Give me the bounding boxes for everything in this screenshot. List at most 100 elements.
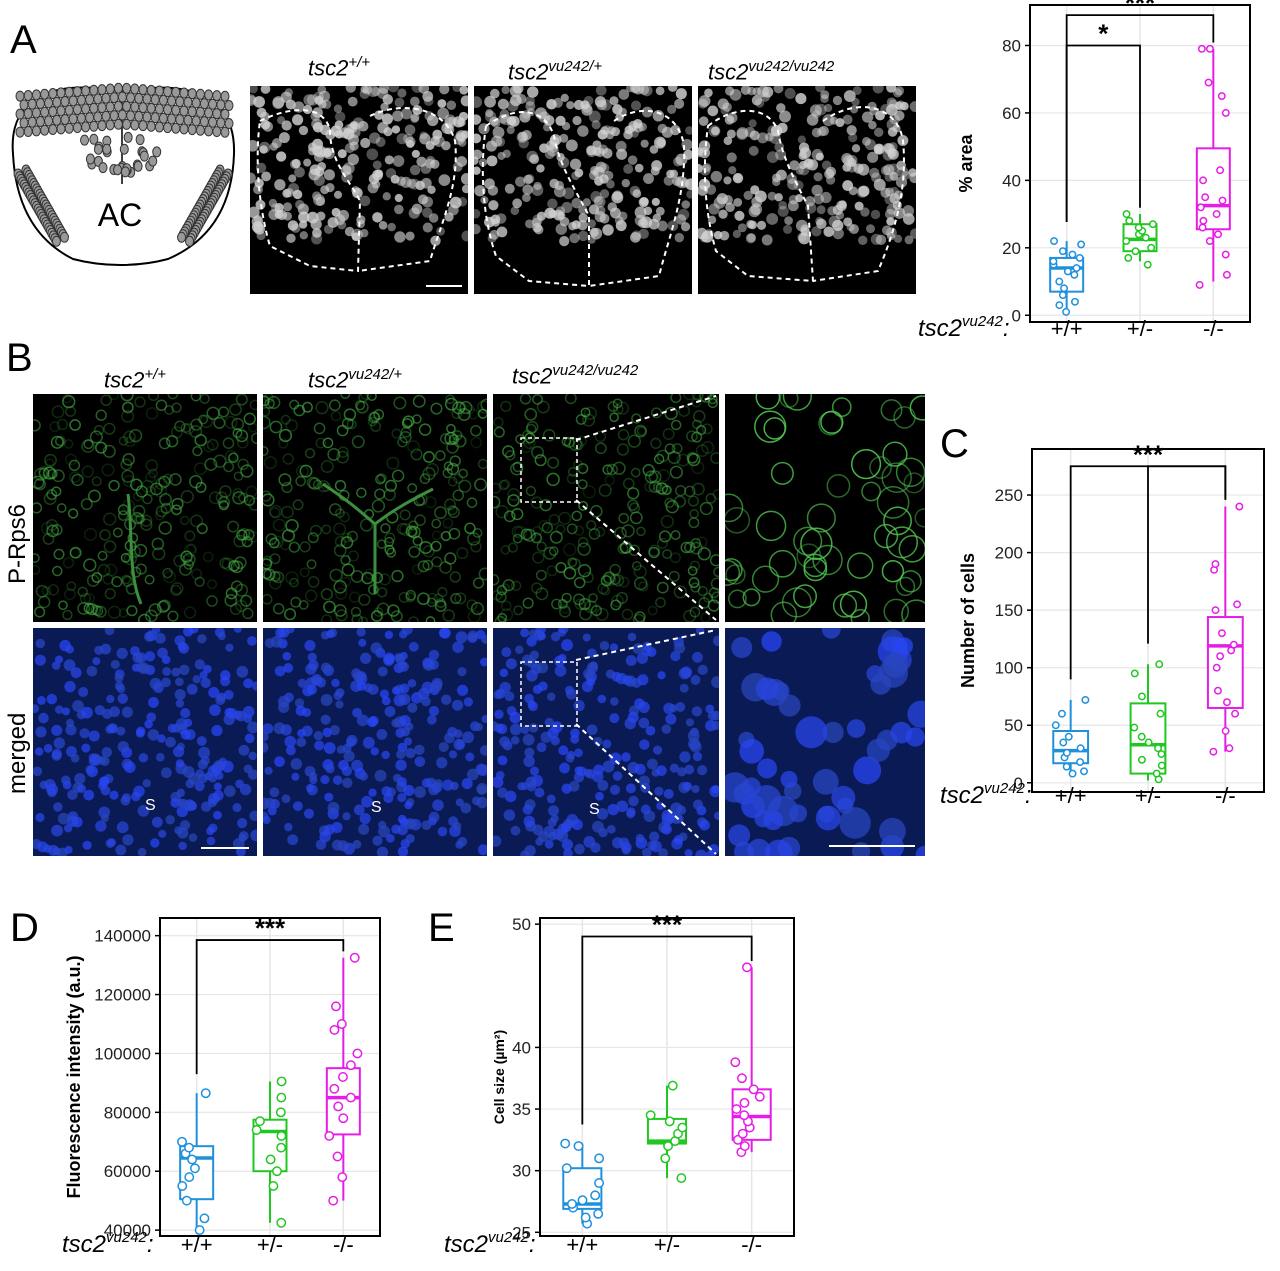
data-point xyxy=(1130,669,1139,678)
micrograph-a-wt xyxy=(250,86,468,294)
x-tick-label: +/- xyxy=(654,1232,680,1257)
b-genotype-het: tsc2vu242/+ xyxy=(308,366,403,393)
data-point xyxy=(663,1141,674,1151)
x-tick-label: +/+ xyxy=(1051,316,1083,341)
schematic-cell xyxy=(152,146,162,158)
data-point xyxy=(177,1136,187,1147)
data-point xyxy=(1076,744,1085,753)
data-point xyxy=(1205,44,1214,53)
schematic-cell xyxy=(113,118,123,130)
significance-label: * xyxy=(1098,18,1109,48)
data-point xyxy=(1068,769,1077,778)
schematic-ac-label: AC xyxy=(98,197,142,233)
panel-letter-c: C xyxy=(940,422,969,466)
y-tick-label: 80000 xyxy=(104,1103,151,1122)
zoom-connectors xyxy=(575,395,717,855)
y-tick-label: 60 xyxy=(1002,104,1021,123)
x-tick-label: -/- xyxy=(1203,316,1224,341)
data-point xyxy=(1068,250,1077,259)
data-point xyxy=(730,1057,741,1068)
data-point xyxy=(254,1116,265,1127)
significance-label: *** xyxy=(255,913,286,943)
data-point xyxy=(660,1153,671,1164)
data-point xyxy=(560,1138,571,1149)
data-point xyxy=(1205,237,1214,246)
schematic-cell xyxy=(146,120,156,132)
data-point xyxy=(645,1110,656,1121)
schematic-cell xyxy=(98,162,108,174)
micrograph-a-het xyxy=(474,86,692,294)
data-point xyxy=(336,1019,347,1029)
y-tick-label: 40 xyxy=(1002,171,1021,190)
data-point xyxy=(251,1125,262,1135)
panel-letter-b: B xyxy=(6,336,33,380)
data-point xyxy=(268,1180,279,1191)
data-point xyxy=(352,1048,363,1059)
x-tick-label: +/- xyxy=(257,1232,283,1257)
data-point xyxy=(731,1104,742,1114)
data-point xyxy=(739,1097,750,1108)
data-point xyxy=(1223,698,1231,707)
data-point xyxy=(276,1092,287,1103)
data-point xyxy=(265,1154,276,1165)
a-genotype-wt: tsc2+/+ xyxy=(308,54,371,81)
data-point xyxy=(1199,176,1208,185)
data-point xyxy=(1157,761,1166,770)
data-point xyxy=(1058,247,1067,256)
data-point xyxy=(1059,738,1068,747)
data-point xyxy=(1063,267,1072,276)
data-point xyxy=(1134,223,1143,232)
data-point xyxy=(1195,280,1204,289)
data-point xyxy=(664,1116,675,1127)
schematic-cell xyxy=(177,231,187,243)
schematic-cell xyxy=(48,124,58,136)
x-tick-label: +/- xyxy=(1127,316,1153,341)
significance-bracket xyxy=(581,935,753,1125)
y-tick-label: 35 xyxy=(512,1100,531,1119)
schematic-cells xyxy=(13,82,234,247)
schematic-cell xyxy=(122,118,132,130)
data-point xyxy=(328,1195,339,1206)
data-point xyxy=(187,1154,198,1165)
data-point xyxy=(1197,44,1206,53)
data-point xyxy=(1072,264,1081,272)
y-axis-label: % area xyxy=(956,133,976,192)
y-tick-label: 80 xyxy=(1002,36,1021,55)
schematic-cell xyxy=(15,126,25,138)
data-point xyxy=(1212,663,1221,672)
data-point xyxy=(1214,230,1223,239)
data-point xyxy=(739,1141,750,1151)
data-point xyxy=(1211,560,1220,569)
data-point xyxy=(1050,237,1058,246)
box xyxy=(1195,147,1231,231)
x-axis-genotype-label: tsc2vu242: xyxy=(918,313,1010,342)
data-point xyxy=(1218,196,1227,205)
y-axis-label: Number of cells xyxy=(958,553,978,688)
schematic-cell xyxy=(23,126,33,138)
data-point xyxy=(754,1091,765,1102)
data-point xyxy=(1075,253,1084,262)
soma-label: S xyxy=(371,799,382,816)
schematic-cell xyxy=(97,120,107,132)
b-genotype-wt: tsc2+/+ xyxy=(104,366,167,393)
schematic-cell xyxy=(40,124,50,136)
schematic-cell xyxy=(139,150,149,162)
data-point xyxy=(1049,257,1058,266)
data-point xyxy=(561,1163,572,1174)
data-point xyxy=(580,1212,591,1223)
data-point xyxy=(1141,233,1150,242)
data-point xyxy=(276,1217,287,1228)
schematic-cell xyxy=(93,143,103,155)
data-point xyxy=(1130,723,1139,732)
data-point xyxy=(739,1110,750,1121)
y-tick-label: 20 xyxy=(1002,239,1021,258)
data-point xyxy=(1216,166,1225,175)
schematic-cell xyxy=(59,231,69,243)
schematic-cell xyxy=(135,134,145,146)
significance-bracket xyxy=(195,939,345,1075)
x-axis-genotype-label: tsc2vu242: xyxy=(940,780,1032,809)
micrograph-b-prps6-hom xyxy=(493,394,719,622)
panel-letter-e: E xyxy=(428,906,455,950)
significance-label: *** xyxy=(1133,440,1164,469)
data-point xyxy=(199,1213,210,1224)
